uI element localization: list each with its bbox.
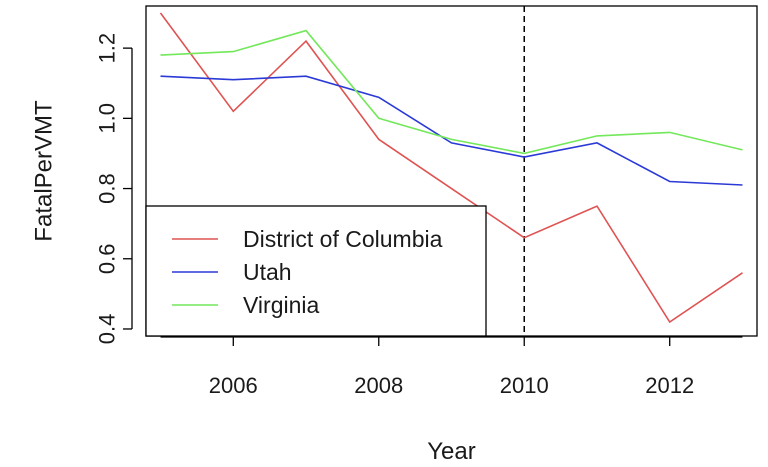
y-tick-label: 0.4 — [95, 314, 120, 345]
x-axis-title: Year — [427, 438, 476, 465]
y-tick-label: 0.6 — [95, 243, 120, 274]
x-tick-label: 2010 — [500, 373, 549, 398]
series-line-virginia — [160, 29, 743, 155]
x-tick-label: 2012 — [645, 373, 694, 398]
legend-box — [145, 205, 487, 337]
y-tick-label: 0.8 — [95, 173, 120, 204]
legend: District of Columbia Utah Virginia — [145, 205, 487, 337]
y-tick-label: 1.0 — [95, 103, 120, 134]
legend-label: District of Columbia — [243, 226, 443, 252]
x-axis: 2006 2008 2010 2012 — [160, 336, 743, 398]
legend-label: Utah — [243, 259, 292, 285]
x-tick-label: 2006 — [209, 373, 258, 398]
plot-layer — [159, 6, 743, 336]
series-line-district-of-columbia — [159, 12, 743, 324]
series-line-utah — [160, 75, 743, 186]
y-axis-title: FatalPerVMT — [31, 100, 58, 242]
series-layer — [159, 12, 743, 324]
legend-label: Virginia — [243, 292, 319, 318]
y-axis: 0.4 0.6 0.8 1.0 1.2 — [95, 33, 133, 344]
y-tick-label: 1.2 — [95, 33, 120, 64]
x-tick-label: 2008 — [354, 373, 403, 398]
